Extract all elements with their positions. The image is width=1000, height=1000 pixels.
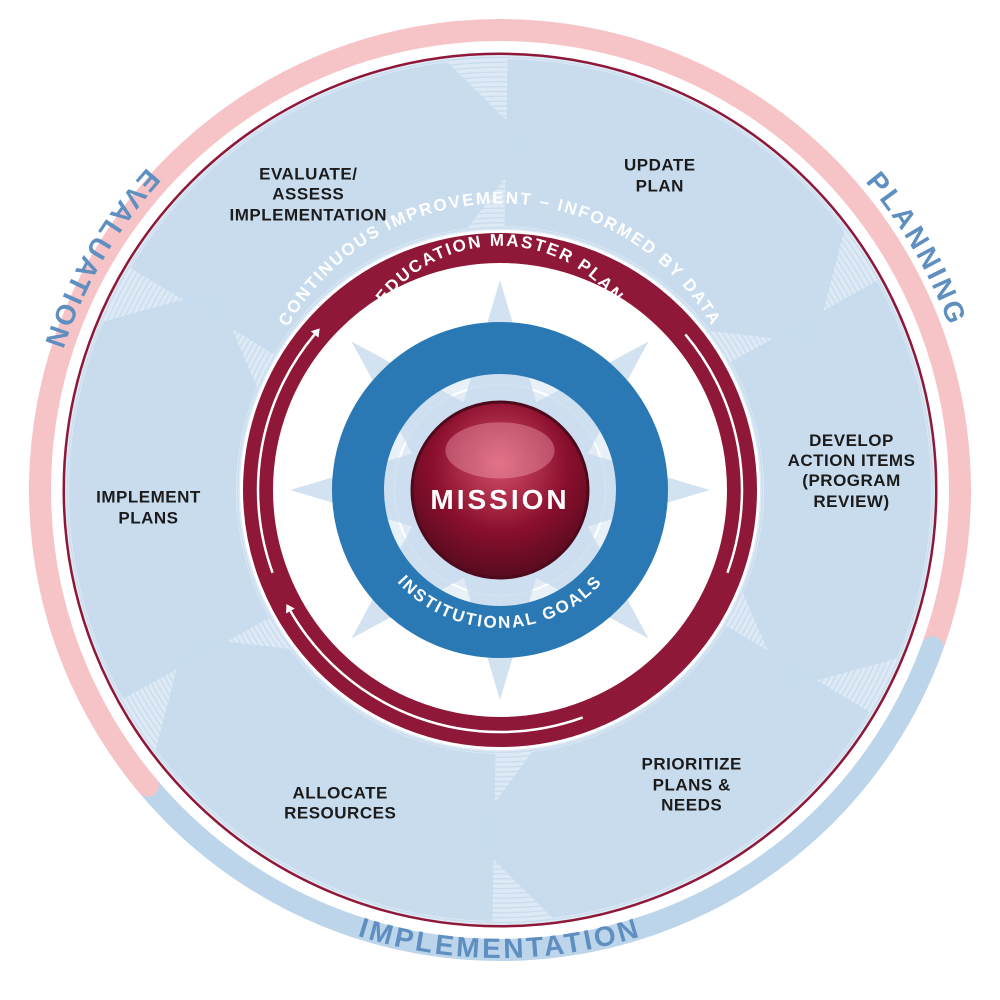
step-evaluate-assess: EVALUATE/ ASSESS IMPLEMENTATION — [230, 164, 387, 225]
diagram-stage: EVALUATIONPLANNINGIMPLEMENTATIONCONTINUO… — [0, 0, 1000, 1000]
step-allocate-resources: ALLOCATE RESOURCES — [284, 783, 396, 824]
step-prioritize-plans: PRIORITIZE PLANS & NEEDS — [642, 755, 742, 816]
center-highlight — [445, 422, 554, 478]
hex-chevron — [156, 637, 496, 921]
step-implement-plans: IMPLEMENT PLANS — [96, 488, 201, 529]
step-develop-action-items: DEVELOP ACTION ITEMS (PROGRAM REVIEW) — [777, 431, 925, 513]
step-update-plan: UPDATE PLAN — [624, 156, 696, 197]
center-mission-label: MISSION — [430, 484, 569, 516]
